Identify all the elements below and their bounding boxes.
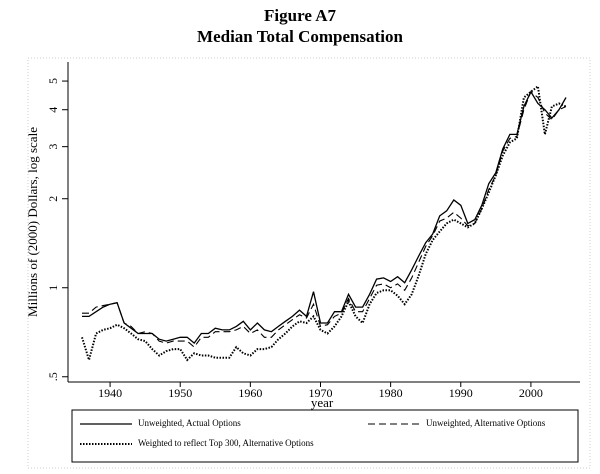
x-tick-label: 2000 bbox=[519, 386, 543, 400]
x-tick-label: 1940 bbox=[98, 386, 122, 400]
y-tick-label: .5 bbox=[46, 372, 60, 381]
y-tick-label: 3 bbox=[46, 144, 60, 150]
x-tick-label: 1990 bbox=[449, 386, 473, 400]
x-axis-title: year bbox=[311, 395, 334, 410]
y-tick-label: 4 bbox=[46, 107, 60, 113]
x-tick-label: 1950 bbox=[168, 386, 192, 400]
x-tick-label: 1980 bbox=[379, 386, 403, 400]
legend-label: Weighted to reflect Top 300, Alternative… bbox=[138, 438, 314, 448]
x-tick-label: 1970 bbox=[308, 386, 332, 400]
legend-label: Unweighted, Actual Options bbox=[138, 418, 241, 428]
y-axis-title: Millions of (2000) Dollars, log scale bbox=[25, 127, 40, 317]
chart-subtitle: Median Total Compensation bbox=[197, 27, 403, 46]
x-tick-label: 1960 bbox=[238, 386, 262, 400]
legend-label: Unweighted, Alternative Options bbox=[426, 418, 546, 428]
chart-title: Figure A7 bbox=[264, 6, 336, 25]
series-line bbox=[82, 90, 567, 348]
y-tick-label: 5 bbox=[46, 78, 60, 84]
chart-frame bbox=[27, 57, 591, 469]
y-tick-label: 2 bbox=[46, 196, 60, 202]
legend-box bbox=[71, 409, 579, 463]
y-tick-label: 1 bbox=[46, 285, 60, 291]
series-line bbox=[81, 84, 567, 364]
series-line bbox=[82, 90, 567, 345]
